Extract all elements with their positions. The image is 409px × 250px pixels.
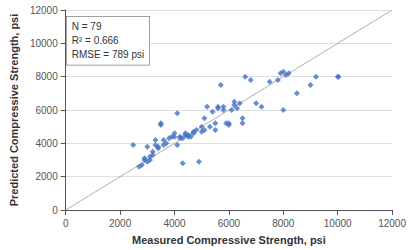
svg-text:Measured Compressive Strength,: Measured Compressive Strength, psi xyxy=(132,234,326,246)
svg-text:0: 0 xyxy=(63,218,69,229)
svg-text:10000: 10000 xyxy=(324,218,352,229)
svg-text:6000: 6000 xyxy=(35,105,58,116)
svg-text:4000: 4000 xyxy=(35,138,58,149)
svg-text:4000: 4000 xyxy=(163,218,186,229)
svg-text:2000: 2000 xyxy=(35,171,58,182)
svg-text:12000: 12000 xyxy=(378,218,406,229)
svg-text:8000: 8000 xyxy=(272,218,295,229)
svg-text:0: 0 xyxy=(52,205,58,216)
svg-text:12000: 12000 xyxy=(30,5,58,16)
svg-text:8000: 8000 xyxy=(35,71,58,82)
svg-text:RMSE = 789 psi: RMSE = 789 psi xyxy=(72,49,145,60)
svg-text:N = 79: N = 79 xyxy=(72,21,102,32)
svg-text:6000: 6000 xyxy=(218,218,241,229)
svg-text:10000: 10000 xyxy=(30,38,58,49)
svg-text:Predicted Compressive Strength: Predicted Compressive Strength, psi xyxy=(8,14,20,207)
svg-text:R² = 0.666: R² = 0.666 xyxy=(72,35,119,46)
svg-text:2000: 2000 xyxy=(109,218,132,229)
